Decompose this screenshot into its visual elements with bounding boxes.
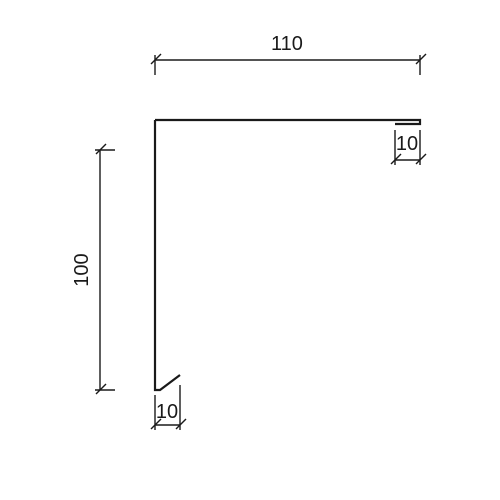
profile-shape <box>155 120 420 390</box>
technical-drawing: 110 100 10 10 <box>0 0 500 500</box>
dimension-right-label: 10 <box>396 133 418 155</box>
dimension-right-small: 10 <box>391 130 426 165</box>
vertical-segment <box>155 120 180 390</box>
dimension-top: 110 <box>151 33 426 75</box>
dimension-top-label: 110 <box>271 33 303 55</box>
dimension-bottom-label: 10 <box>156 401 178 423</box>
top-segment <box>155 120 420 124</box>
dimension-left: 100 <box>71 144 115 394</box>
dimension-left-label: 100 <box>71 253 93 286</box>
dimension-bottom-small: 10 <box>151 385 186 430</box>
